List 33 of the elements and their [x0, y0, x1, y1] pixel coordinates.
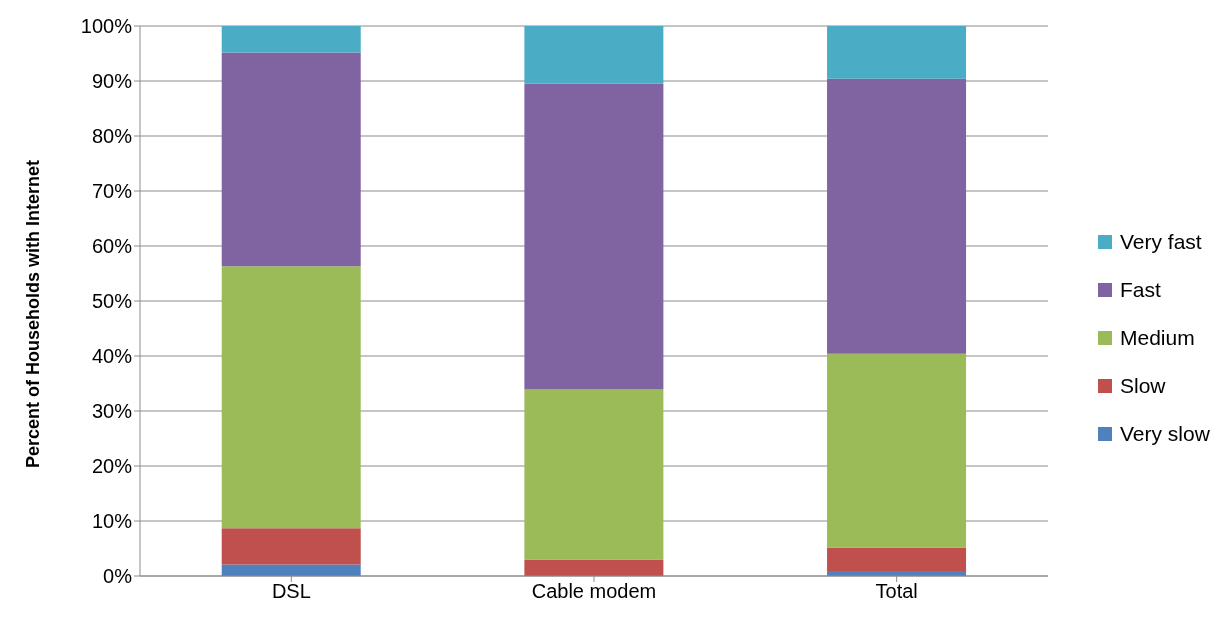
bar	[221, 266, 361, 529]
bar	[524, 26, 664, 84]
y-tick-label: 70%	[91, 180, 133, 203]
y-tick-label: 30%	[91, 400, 133, 423]
y-tick-label: 80%	[91, 125, 133, 148]
x-tick-label: Cable modem	[531, 580, 657, 603]
x-tick-label: DSL	[271, 580, 311, 603]
y-tick-label: 60%	[91, 235, 133, 258]
y-axis-title: Percent of Households with Internet	[22, 159, 44, 469]
bar	[221, 52, 361, 267]
bar	[221, 564, 361, 576]
y-tick-label: 50%	[91, 290, 133, 313]
x-tick-label: Total	[875, 580, 918, 603]
bar	[827, 353, 967, 548]
y-tick-label: 100%	[80, 15, 133, 38]
y-tick-label: 20%	[91, 455, 133, 478]
legend-label: Slow	[1119, 373, 1167, 399]
y-tick-label: 0%	[103, 565, 133, 588]
legend-label: Fast	[1119, 277, 1162, 303]
bar	[827, 78, 967, 354]
y-tick-label: 10%	[91, 510, 133, 533]
bar	[524, 389, 664, 560]
bar	[827, 547, 967, 572]
bar	[524, 559, 664, 576]
y-tick-label: 90%	[91, 70, 133, 93]
legend-label: Medium	[1119, 325, 1196, 351]
legend-label: Very fast	[1119, 229, 1203, 255]
y-tick-label: 40%	[91, 345, 133, 368]
bar	[221, 26, 361, 53]
legend-label: Very slow	[1119, 421, 1210, 447]
bar	[524, 83, 664, 390]
bar	[221, 528, 361, 565]
bar	[827, 26, 967, 79]
